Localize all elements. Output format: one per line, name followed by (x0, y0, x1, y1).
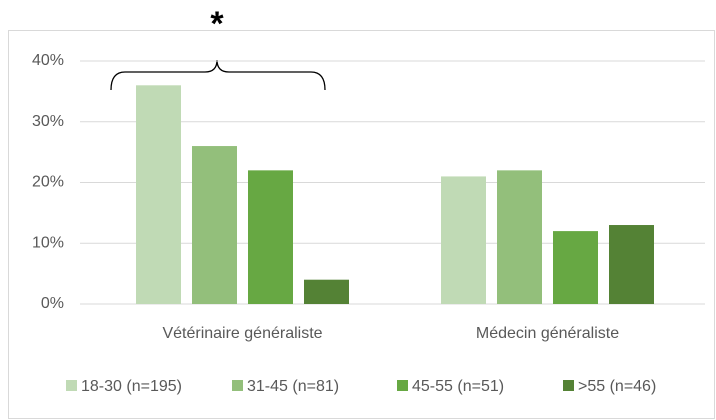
legend-label: 31-45 (n=81) (247, 378, 339, 395)
legend-label: 45-55 (n=51) (412, 378, 504, 395)
x-tick-label: Médecin généraliste (476, 325, 619, 342)
legend-label: >55 (n=46) (578, 378, 656, 395)
significance-marker: * (210, 5, 224, 43)
bar (497, 170, 542, 304)
legend-swatch (66, 380, 77, 391)
y-tick-label: 20% (32, 174, 64, 191)
bar (304, 279, 349, 304)
y-tick-label: 30% (32, 113, 64, 130)
legend-label: 18-30 (n=195) (81, 378, 182, 395)
bar (136, 85, 181, 304)
bar (441, 176, 486, 304)
chart-border (8, 30, 715, 419)
bar (192, 146, 237, 304)
y-tick-label: 10% (32, 234, 64, 251)
legend-swatch (397, 380, 408, 391)
bar (248, 170, 293, 304)
bar (609, 225, 654, 304)
y-tick-label: 40% (32, 52, 64, 69)
x-tick-label: Vétérinaire généraliste (162, 325, 322, 342)
y-tick-label: 0% (41, 295, 64, 312)
significance-brace (110, 59, 326, 91)
legend-swatch (232, 380, 243, 391)
legend-swatch (563, 380, 574, 391)
bar (553, 231, 598, 304)
